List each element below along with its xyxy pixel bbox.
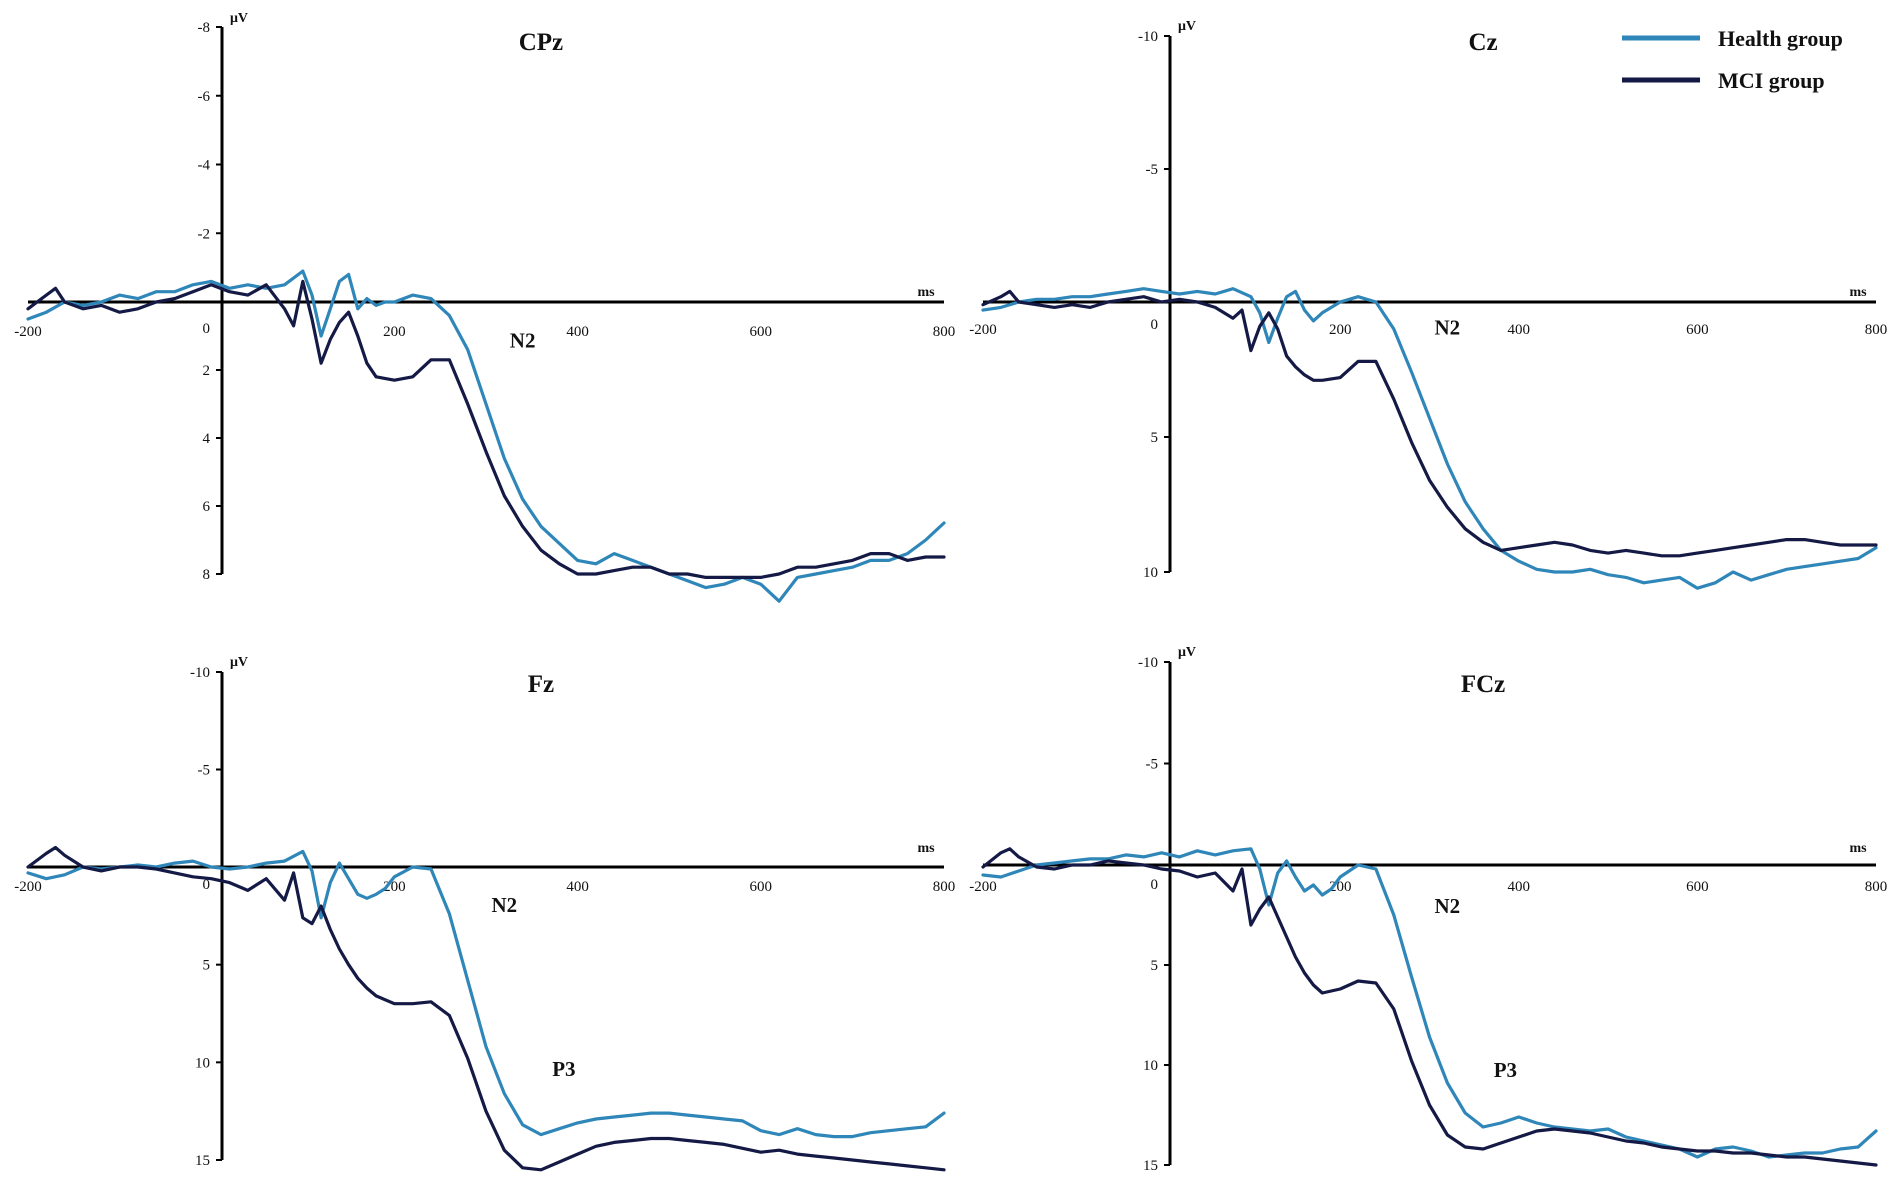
- x-unit-label: ms: [917, 285, 935, 300]
- legend: Health group MCI group: [1622, 26, 1843, 93]
- panel-cz: -10 -5 0 5 10 -200 200 400 600 800 μV ms Cz N2: [969, 19, 1888, 590]
- legend-label-mci: MCI group: [1718, 68, 1825, 93]
- x-tick-label: 400: [1508, 322, 1531, 338]
- y-tick-label: 2: [203, 363, 211, 379]
- x-tick-label: 400: [566, 324, 589, 340]
- x-tick-label: -200: [14, 879, 42, 895]
- y-unit-label: μV: [1178, 645, 1196, 660]
- x-tick-label: 200: [1329, 322, 1352, 338]
- y-tick-label: 0: [203, 321, 211, 337]
- y-tick-label: 8: [203, 567, 211, 583]
- x-tick-label: 600: [1686, 879, 1709, 895]
- series-line-health: [981, 847, 1878, 1159]
- annotation-n2: N2: [510, 328, 536, 352]
- x-tick-label: 400: [566, 879, 589, 895]
- y-tick-label: -6: [198, 89, 211, 105]
- y-tick-label: -10: [1138, 29, 1158, 45]
- y-tick-label: 0: [1151, 877, 1159, 893]
- y-tick-label: -8: [198, 20, 211, 36]
- y-tick-label: 5: [1151, 958, 1159, 974]
- x-unit-label: ms: [1849, 285, 1867, 300]
- x-unit-label: ms: [917, 841, 935, 856]
- y-tick-label: -4: [198, 158, 211, 174]
- series-line-health: [26, 849, 946, 1139]
- y-tick-label: -2: [198, 226, 211, 242]
- y-tick-label: 5: [203, 958, 211, 974]
- y-tick-label: 10: [1143, 1058, 1158, 1074]
- series-line-mci: [26, 845, 946, 1172]
- legend-label-health: Health group: [1718, 26, 1843, 51]
- series-line-mci: [981, 289, 1878, 558]
- x-tick-label: -200: [969, 322, 997, 338]
- y-tick-label: -10: [190, 665, 210, 681]
- panel-title: CPz: [519, 29, 563, 56]
- annotation-n2: N2: [1435, 894, 1461, 918]
- y-tick-label: -5: [1146, 162, 1159, 178]
- x-tick-label: 800: [1865, 879, 1888, 895]
- series-line-health: [26, 269, 946, 603]
- y-tick-label: 6: [203, 499, 211, 515]
- x-tick-label: 800: [933, 879, 956, 895]
- series-line-mci: [981, 847, 1878, 1167]
- y-tick-label: 10: [195, 1055, 210, 1071]
- annotation-n2: N2: [491, 893, 517, 917]
- panel-cpz: -8 -6 -4 -2 0 2 4 6 8 -200 200 400 600 800 μV ms CPz N2: [14, 11, 956, 603]
- y-unit-label: μV: [1178, 19, 1196, 34]
- x-tick-label: 600: [1686, 322, 1709, 338]
- y-tick-label: 4: [203, 431, 211, 447]
- x-tick-label: 200: [383, 324, 406, 340]
- x-tick-label: 600: [750, 879, 773, 895]
- y-tick-label: -10: [1138, 655, 1158, 671]
- y-tick-label: 15: [195, 1153, 210, 1169]
- y-tick-label: 15: [1143, 1158, 1158, 1174]
- y-tick-label: 5: [1151, 430, 1159, 446]
- annotation-n2: N2: [1435, 315, 1461, 339]
- y-tick-label: 0: [203, 877, 211, 893]
- x-tick-label: 400: [1508, 879, 1531, 895]
- panel-title: FCz: [1461, 671, 1505, 698]
- x-unit-label: ms: [1849, 841, 1867, 856]
- annotation-p3: P3: [552, 1057, 575, 1081]
- annotation-p3: P3: [1494, 1058, 1517, 1082]
- y-unit-label: μV: [230, 655, 248, 670]
- x-tick-label: 800: [1865, 322, 1888, 338]
- series-line-mci: [26, 279, 946, 579]
- y-tick-label: -5: [1146, 757, 1159, 773]
- series-line-health: [981, 287, 1878, 590]
- y-tick-label: -5: [198, 763, 211, 779]
- x-tick-label: -200: [969, 879, 997, 895]
- x-tick-label: 800: [933, 324, 956, 340]
- x-tick-label: -200: [14, 324, 42, 340]
- x-tick-label: 600: [750, 324, 773, 340]
- y-tick-label: 10: [1143, 565, 1158, 581]
- y-tick-label: 0: [1151, 317, 1159, 333]
- panel-title: Fz: [528, 671, 554, 698]
- y-unit-label: μV: [230, 11, 248, 26]
- panel-title: Cz: [1469, 29, 1498, 56]
